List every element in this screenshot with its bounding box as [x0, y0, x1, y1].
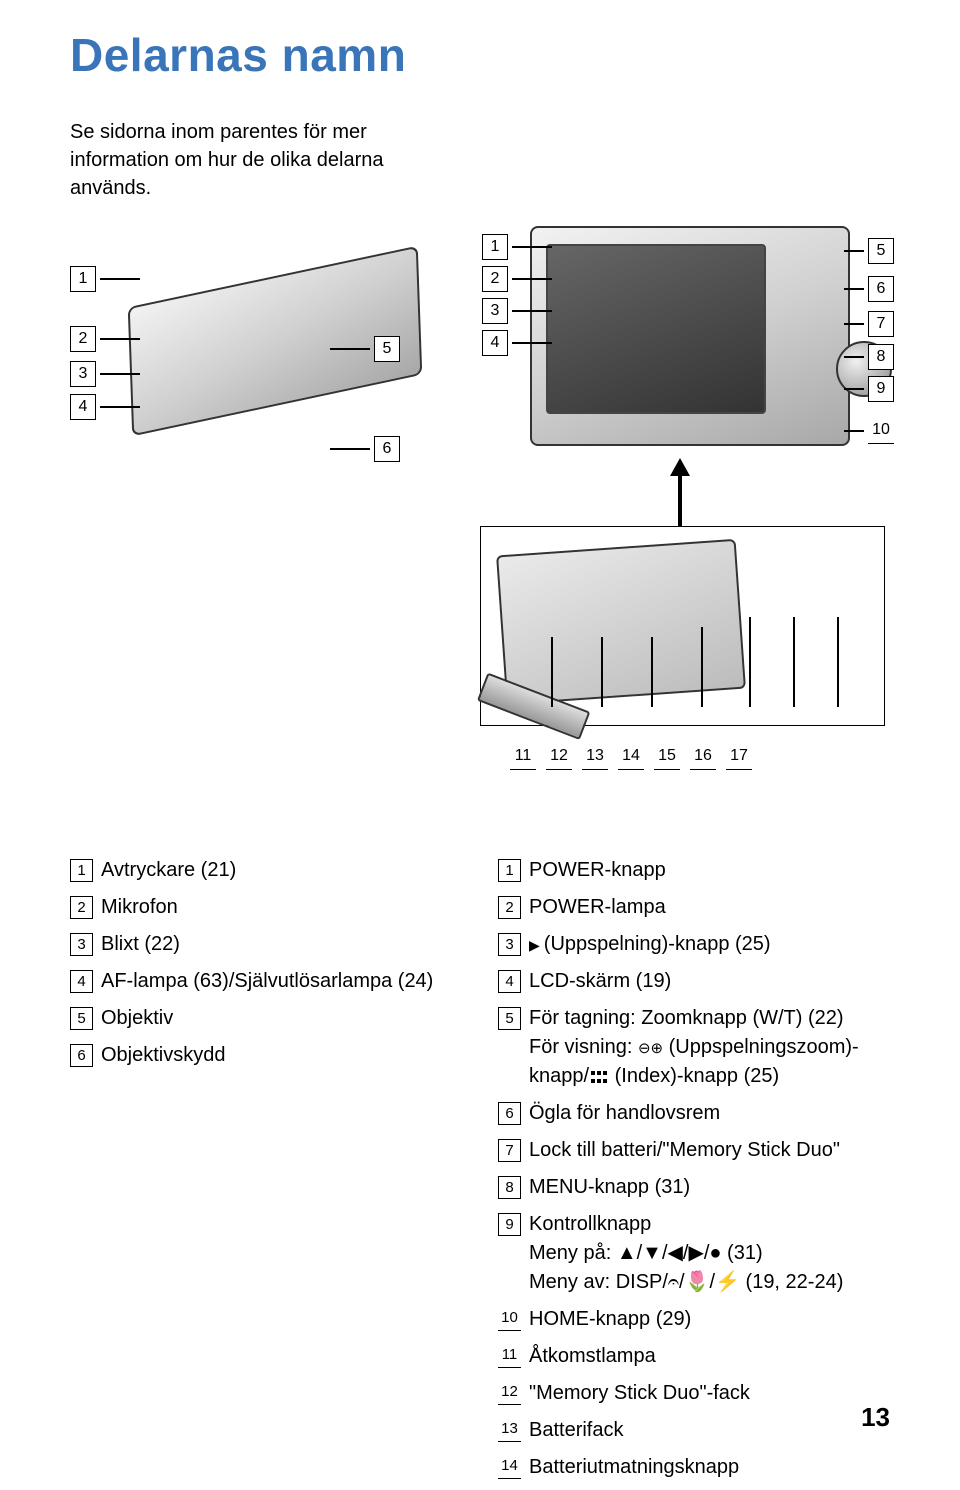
callout-1: 1	[70, 266, 96, 292]
page-number: 13	[861, 1402, 890, 1433]
part-label: Avtryckare (21)	[101, 856, 462, 885]
part-item: 13 Batterifack	[498, 1416, 890, 1445]
part-item: 3 (Uppspelning)-knapp (25)	[498, 930, 890, 959]
back-diagram: 1 2 3 4 5 6 7 8 9 10 11 12 13 14 15	[460, 226, 890, 816]
back-callout-7: 7	[868, 311, 894, 337]
part-number: 3	[498, 933, 521, 956]
part-item: 4 AF-lampa (63)/Självutlösarlampa (24)	[70, 967, 462, 996]
part-label: Objektiv	[101, 1004, 462, 1033]
part-item: 8 MENU-knapp (31)	[498, 1173, 890, 1202]
part-number: 14	[498, 1456, 521, 1479]
back-callout-3: 3	[482, 298, 508, 324]
back-callout-1: 1	[482, 234, 508, 260]
part-label: Batteriutmatningsknapp	[529, 1453, 890, 1482]
bc-12: 12	[546, 744, 572, 770]
bc-17: 17	[726, 744, 752, 770]
part-number: 3	[70, 933, 93, 956]
part-label: Åtkomstlampa	[529, 1342, 890, 1371]
part-label: Ögla för handlovsrem	[529, 1099, 890, 1128]
part-number: 4	[498, 970, 521, 993]
part-number: 4	[70, 970, 93, 993]
part-number: 10	[498, 1308, 521, 1331]
part-number: 6	[70, 1044, 93, 1067]
part-item: 5 Objektiv	[70, 1004, 462, 1033]
part-item: 4 LCD-skärm (19)	[498, 967, 890, 996]
part-item: 12 "Memory Stick Duo"-fack	[498, 1379, 890, 1408]
part-item: 6 Ögla för handlovsrem	[498, 1099, 890, 1128]
bc-15: 15	[654, 744, 680, 770]
part-number: 5	[498, 1007, 521, 1030]
callout-4: 4	[70, 394, 96, 420]
bc-16: 16	[690, 744, 716, 770]
part-item: 11 Åtkomstlampa	[498, 1342, 890, 1371]
part-label: LCD-skärm (19)	[529, 967, 890, 996]
left-parts-list: 1 Avtryckare (21) 2 Mikrofon 3 Blixt (22) 4 AF-…	[70, 856, 462, 1490]
part-label: Batterifack	[529, 1416, 890, 1445]
back-callout-9: 9	[868, 376, 894, 402]
intro-text: Se sidorna inom parentes för mer informa…	[70, 118, 440, 202]
part-number: 2	[498, 896, 521, 919]
right-parts-list: 1 POWER-knapp 2 POWER-lampa 3 (Uppspelning)-k…	[498, 856, 890, 1490]
part-item: 9 KontrollknappMeny på: ▲/▼/◀/▶/● (31)Men…	[498, 1210, 890, 1297]
callout-2: 2	[70, 326, 96, 352]
part-label: HOME-knapp (29)	[529, 1305, 890, 1334]
part-number: 5	[70, 1007, 93, 1030]
bottom-callout-row: 11 12 13 14 15 16 17	[510, 744, 752, 770]
part-number: 1	[70, 859, 93, 882]
parts-lists: 1 Avtryckare (21) 2 Mikrofon 3 Blixt (22) 4 AF-…	[70, 856, 890, 1490]
part-label: Blixt (22)	[101, 930, 462, 959]
part-item: 5 För tagning: Zoomknapp (W/T) (22)För vi…	[498, 1004, 890, 1091]
back-callout-2: 2	[482, 266, 508, 292]
part-number: 7	[498, 1139, 521, 1162]
part-label: "Memory Stick Duo"-fack	[529, 1379, 890, 1408]
part-label: POWER-lampa	[529, 893, 890, 922]
bc-14: 14	[618, 744, 644, 770]
part-item: 2 POWER-lampa	[498, 893, 890, 922]
bc-11: 11	[510, 744, 536, 770]
part-label: MENU-knapp (31)	[529, 1173, 890, 1202]
bc-13: 13	[582, 744, 608, 770]
part-item: 7 Lock till batteri/"Memory Stick Duo"	[498, 1136, 890, 1165]
page-title: Delarnas namn	[70, 28, 890, 82]
part-label: Lock till batteri/"Memory Stick Duo"	[529, 1136, 890, 1165]
part-number: 8	[498, 1176, 521, 1199]
back-callout-10: 10	[868, 418, 894, 444]
back-callout-4: 4	[482, 330, 508, 356]
part-label: För tagning: Zoomknapp (W/T) (22)För vis…	[529, 1004, 890, 1091]
back-callout-8: 8	[868, 344, 894, 370]
part-item: 3 Blixt (22)	[70, 930, 462, 959]
part-label: Objektivskydd	[101, 1041, 462, 1070]
part-item: 1 Avtryckare (21)	[70, 856, 462, 885]
part-number: 2	[70, 896, 93, 919]
part-item: 10 HOME-knapp (29)	[498, 1305, 890, 1334]
part-number: 6	[498, 1102, 521, 1125]
front-diagram: 1 2 3 4 5 6	[70, 226, 440, 506]
part-label: AF-lampa (63)/Självutlösarlampa (24)	[101, 967, 462, 996]
part-item: 2 Mikrofon	[70, 893, 462, 922]
part-item: 14 Batteriutmatningsknapp	[498, 1453, 890, 1482]
back-callout-6: 6	[868, 276, 894, 302]
part-number: 1	[498, 859, 521, 882]
part-number: 12	[498, 1382, 521, 1405]
part-number: 11	[498, 1345, 521, 1368]
part-label: Mikrofon	[101, 893, 462, 922]
part-item: 1 POWER-knapp	[498, 856, 890, 885]
part-label: (Uppspelning)-knapp (25)	[529, 930, 890, 959]
back-callout-5: 5	[868, 238, 894, 264]
callout-3: 3	[70, 361, 96, 387]
part-item: 6 Objektivskydd	[70, 1041, 462, 1070]
diagram-area: 1 2 3 4 5 6 1 2 3 4 5 6 7 8 9 10	[70, 226, 890, 816]
part-label: KontrollknappMeny på: ▲/▼/◀/▶/● (31)Meny…	[529, 1210, 890, 1297]
callout-6: 6	[374, 436, 400, 462]
part-label: POWER-knapp	[529, 856, 890, 885]
inset-panel	[480, 526, 885, 726]
part-number: 13	[498, 1419, 521, 1442]
callout-5: 5	[374, 336, 400, 362]
part-number: 9	[498, 1213, 521, 1236]
